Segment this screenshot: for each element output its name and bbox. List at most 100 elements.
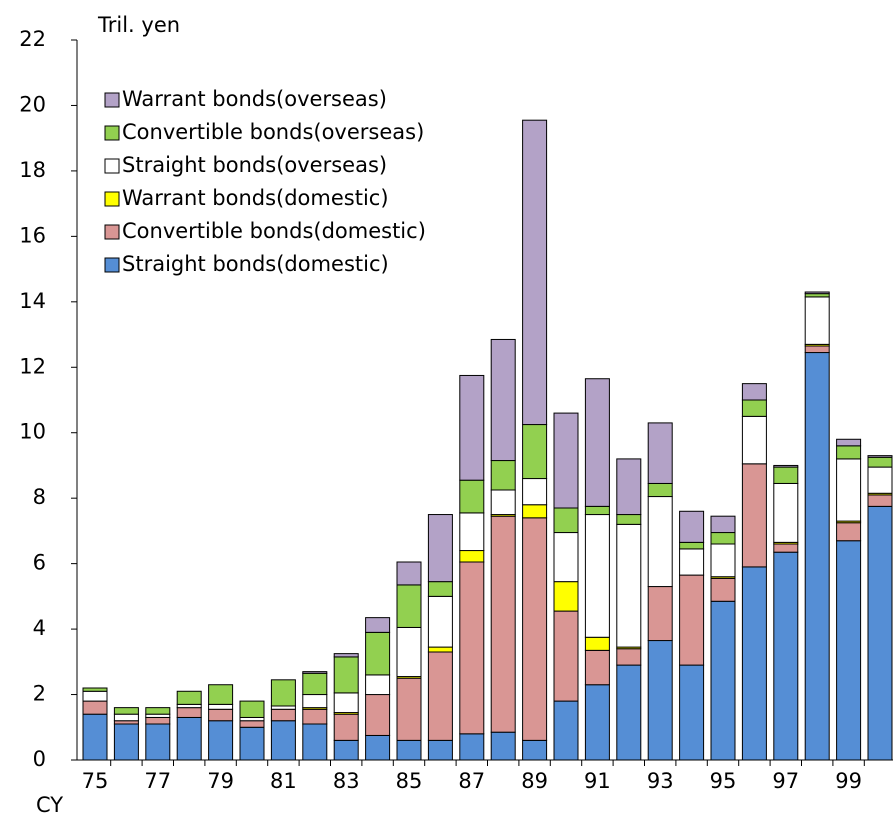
bar-segment (490, 515, 516, 733)
bar-segment (459, 479, 485, 514)
x-tick-label: 79 (207, 769, 234, 793)
bar-segment (679, 548, 705, 576)
legend-swatch (104, 191, 120, 207)
bar-segment (302, 672, 328, 696)
y-tick-label: 12 (19, 354, 46, 378)
bar-segment (396, 561, 422, 586)
bar-segment (773, 482, 799, 543)
bar-segment (773, 551, 799, 761)
bar-segment (616, 458, 642, 516)
bar-segment (427, 646, 453, 653)
bar-segment (522, 424, 548, 480)
bar-segment (459, 561, 485, 735)
bar-segment (616, 648, 642, 666)
y-tick-label: 6 (33, 551, 46, 575)
bar-segment (710, 543, 736, 578)
bar-segment (365, 617, 391, 633)
bar-segment (679, 664, 705, 761)
bar-segment (867, 466, 893, 494)
legend-label: Warrant bonds(overseas) (122, 87, 387, 111)
bar-segment (365, 694, 391, 736)
bar-segment (270, 708, 296, 722)
bar-segment (239, 720, 265, 728)
bar-segment (553, 507, 579, 534)
x-tick-label: 91 (584, 769, 611, 793)
legend-label: Warrant bonds(domestic) (122, 186, 389, 210)
bar-segment (270, 679, 296, 707)
bar-segment (741, 463, 767, 568)
bar-segment (773, 543, 799, 553)
bar-segment (302, 708, 328, 725)
bar-segment (804, 345, 830, 354)
legend-label: Convertible bonds(overseas) (122, 120, 424, 144)
bar-segment (270, 720, 296, 761)
bar-segment (113, 723, 139, 761)
bar-segment (459, 550, 485, 563)
bar-segment (82, 713, 108, 761)
bar-segment (804, 296, 830, 345)
bar-segment (427, 514, 453, 583)
bar-segment (836, 540, 862, 761)
bar-segment (647, 496, 673, 588)
bar-segment (836, 445, 862, 460)
bar-segment (553, 700, 579, 761)
bar-segment (427, 739, 453, 761)
chart-title: Tril. yen (97, 13, 180, 37)
bar-segment (365, 631, 391, 676)
bar-segment (302, 723, 328, 761)
bar-segment (867, 456, 893, 468)
bar-segment (396, 626, 422, 678)
bar-segment (773, 466, 799, 484)
bar-segment (773, 464, 799, 468)
x-tick-label: 89 (521, 769, 548, 793)
bar-segment (208, 720, 234, 761)
bar-segment (208, 708, 234, 722)
x-tick-label: 95 (710, 769, 737, 793)
bar-segment (522, 739, 548, 761)
bar-segment (176, 707, 202, 718)
bar-segment (522, 504, 548, 519)
x-tick-label: 81 (270, 769, 297, 793)
x-tick-label: 93 (647, 769, 674, 793)
bar-segment (333, 739, 359, 761)
bar-segment (490, 460, 516, 491)
x-axis-label: CY (36, 793, 63, 817)
bar-segment (82, 690, 108, 702)
bar-segment (427, 581, 453, 597)
bar-segment (679, 574, 705, 666)
bar-segment (584, 514, 610, 638)
bar-segment (553, 412, 579, 509)
bar-segment (427, 651, 453, 741)
bar-segment (145, 723, 171, 761)
bar-segment (459, 374, 485, 481)
bar-segment (741, 383, 767, 401)
bar-segment (804, 352, 830, 761)
x-tick-label: 75 (82, 769, 109, 793)
bar-segment (710, 532, 736, 545)
y-tick-label: 18 (19, 158, 46, 182)
bar-segment (647, 422, 673, 484)
y-tick-label: 4 (33, 616, 46, 640)
bar-segment (584, 378, 610, 507)
x-tick-label: 87 (458, 769, 485, 793)
y-tick-label: 2 (33, 682, 46, 706)
bar-segment (647, 482, 673, 498)
bar-segment (679, 510, 705, 543)
legend-label: Straight bonds(overseas) (122, 153, 387, 177)
bar-segment (710, 577, 736, 602)
bar-segment (333, 713, 359, 741)
bar-segment (365, 674, 391, 696)
bar-segment (490, 489, 516, 516)
bar-segment (584, 505, 610, 516)
legend-swatch (104, 92, 120, 108)
bar-segment (710, 515, 736, 534)
bar-segment (584, 684, 610, 761)
y-tick-label: 8 (33, 485, 46, 509)
legend-swatch (104, 125, 120, 141)
bar-segment (176, 716, 202, 761)
bar-segment (333, 692, 359, 714)
bar-segment (208, 703, 234, 710)
bar-segment (333, 656, 359, 694)
bar-segment (145, 716, 171, 725)
